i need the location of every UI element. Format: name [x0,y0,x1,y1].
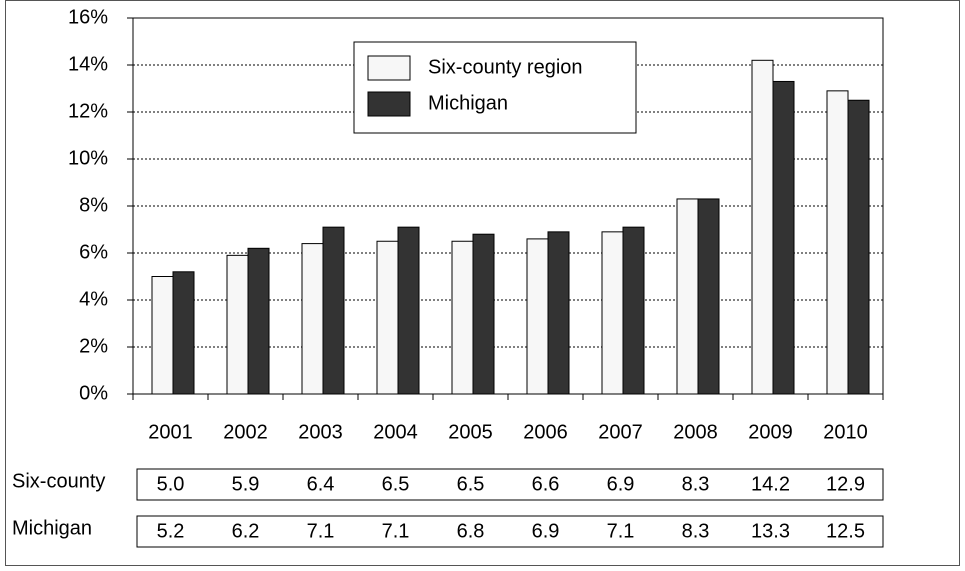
y-tick-label: 8% [79,194,108,216]
table-cell: 6.8 [457,520,485,542]
bar [751,59,774,395]
table-cell: 7.1 [382,520,410,542]
bar [826,90,849,395]
y-tick-label: 2% [79,335,108,357]
y-tick-label: 6% [79,241,108,263]
table-cell: 6.4 [307,473,335,495]
table-cell: 6.9 [532,520,560,542]
x-tick-label: 2005 [448,421,493,443]
table-cell: 12.9 [826,473,865,495]
table-cell: 12.5 [826,520,865,542]
bar [247,247,270,395]
bar [622,226,645,395]
table-row-label: Michigan [12,517,92,539]
x-tick-label: 2004 [373,421,418,443]
bar [676,198,699,395]
bar [376,240,399,395]
table-cell: 8.3 [682,473,710,495]
bar [322,226,345,395]
x-tick-label: 2001 [148,421,193,443]
bar [301,243,324,395]
y-tick-label: 4% [79,288,108,310]
y-tick-label: 14% [68,53,108,75]
x-tick-label: 2010 [823,421,868,443]
bar [226,254,249,395]
table-cell: 6.5 [457,473,485,495]
table-cell: 8.3 [682,520,710,542]
bar [697,198,720,395]
x-tick-label: 2008 [673,421,718,443]
table-cell: 5.9 [232,473,260,495]
x-tick-label: 2003 [298,421,343,443]
table-cell: 5.0 [157,473,185,495]
table-cell: 6.9 [607,473,635,495]
x-tick-label: 2009 [748,421,793,443]
frame [5,0,960,566]
legend-swatch [367,55,411,81]
table-cell: 14.2 [751,473,790,495]
x-tick-label: 2007 [598,421,643,443]
table-cell: 13.3 [751,520,790,542]
table-cell: 6.6 [532,473,560,495]
legend-label: Michigan [428,92,508,114]
y-tick-label: 0% [79,382,108,404]
table-cell: 6.5 [382,473,410,495]
bar [472,233,495,395]
bar [397,226,420,395]
table-cell: 5.2 [157,520,185,542]
bar [172,271,195,395]
bar [772,80,795,395]
table-cell: 6.2 [232,520,260,542]
table-row-box [136,515,884,548]
table-row-label: Six-county [12,470,105,492]
legend-label: Six-county region [428,56,583,78]
bar [451,240,474,395]
legend-swatch [367,91,411,117]
y-tick-label: 16% [68,6,108,28]
x-tick-label: 2002 [223,421,268,443]
table-cell: 7.1 [607,520,635,542]
bar [601,231,624,395]
x-tick-label: 2006 [523,421,568,443]
y-tick-label: 12% [68,100,108,122]
bar [547,231,570,395]
table-cell: 7.1 [307,520,335,542]
bar [526,238,549,395]
table-row-box [136,468,884,501]
y-tick-label: 10% [68,147,108,169]
bar [847,99,870,395]
bar [151,276,174,395]
